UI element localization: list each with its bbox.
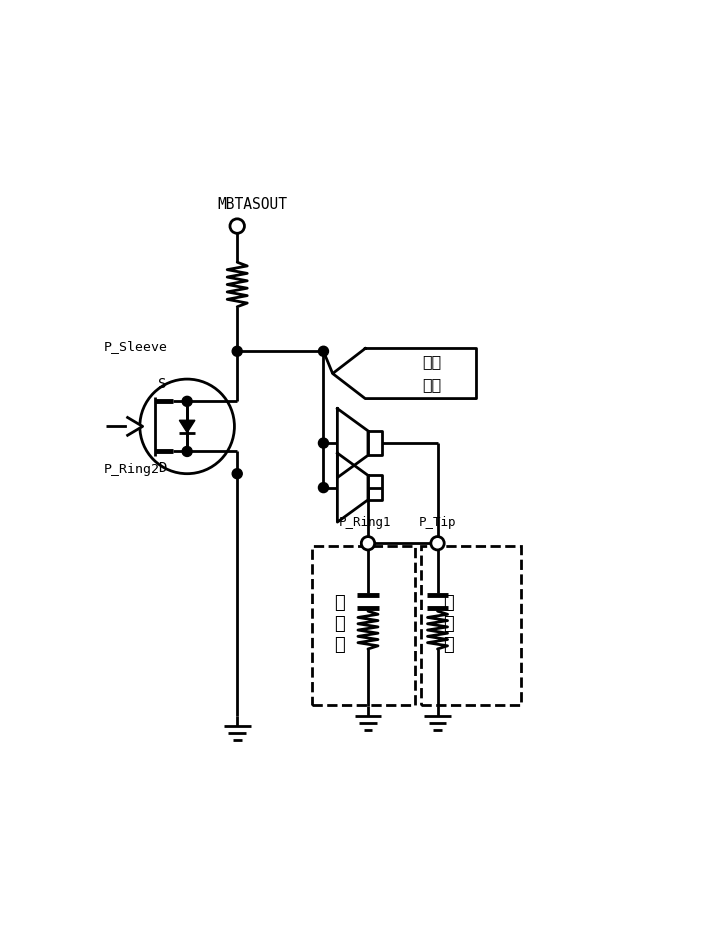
Circle shape [232, 469, 242, 478]
Polygon shape [128, 417, 143, 435]
Circle shape [319, 482, 328, 492]
Text: 贝: 贝 [335, 615, 345, 633]
Text: 单元: 单元 [422, 377, 442, 392]
Circle shape [232, 346, 242, 356]
Text: 尔: 尔 [335, 636, 345, 655]
Circle shape [182, 397, 192, 406]
Circle shape [361, 537, 375, 550]
Text: P_Sleeve: P_Sleeve [103, 340, 168, 354]
Text: P_Ring1: P_Ring1 [339, 516, 391, 529]
Circle shape [431, 537, 444, 550]
Text: P_Tip: P_Tip [419, 516, 456, 529]
Text: 佐: 佐 [443, 594, 454, 613]
Circle shape [319, 346, 328, 356]
Bar [421, 546, 521, 704]
Text: 贝: 贝 [443, 615, 454, 633]
Bar [312, 546, 415, 704]
Polygon shape [180, 420, 195, 432]
Circle shape [182, 446, 192, 457]
Circle shape [319, 438, 328, 448]
Text: P_Ring2: P_Ring2 [103, 462, 159, 476]
Text: S: S [158, 377, 167, 391]
Text: 检测: 检测 [422, 354, 442, 369]
Text: 尔: 尔 [443, 636, 454, 655]
Circle shape [230, 219, 244, 234]
Text: D: D [158, 461, 167, 476]
Text: 佐: 佐 [335, 594, 345, 613]
Text: MBTASOUT: MBTASOUT [218, 197, 288, 212]
